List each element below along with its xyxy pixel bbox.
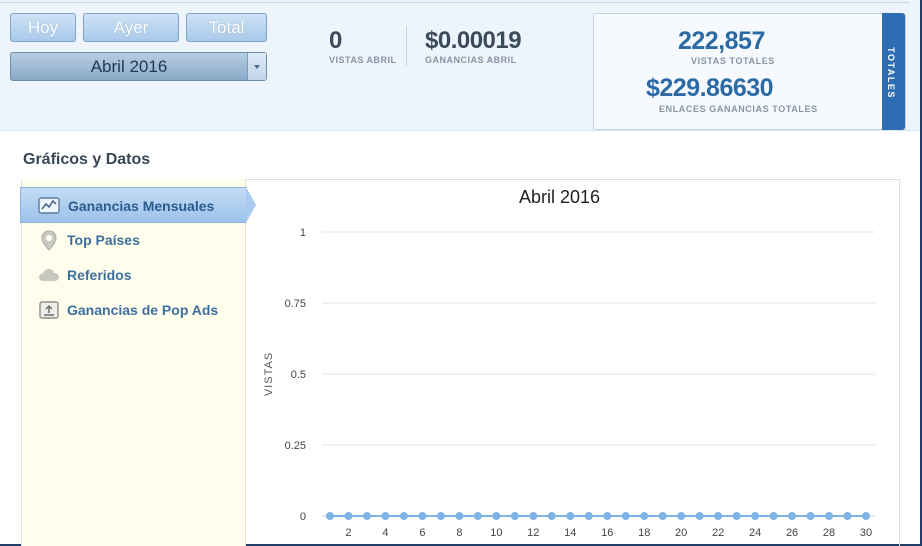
section-title: Gráficos y Datos <box>23 151 151 168</box>
sidebar-item-top-paises[interactable]: Top Países <box>21 223 246 257</box>
total-button[interactable]: Total <box>186 13 267 42</box>
ayer-button[interactable]: Ayer <box>83 13 179 42</box>
total-earnings-value: $229.86630 <box>646 74 774 102</box>
month-views-value: 0 <box>329 27 342 54</box>
header-top-line <box>0 2 910 3</box>
cloud-icon <box>38 265 60 285</box>
line-chart-icon <box>38 196 60 216</box>
sidebar-item-label: Referidos <box>67 267 132 283</box>
sidebar-item-referidos[interactable]: Referidos <box>21 258 246 292</box>
month-select-value: Abril 2016 <box>90 57 168 76</box>
stats-divider <box>406 26 407 66</box>
month-earnings-value: $0.00019 <box>425 27 522 54</box>
month-views-label: VISTAS ABRIL <box>329 55 397 65</box>
chart-title: Abril 2016 <box>519 187 601 207</box>
map-pin-icon <box>38 230 60 251</box>
total-views-value: 222,857 <box>678 27 765 55</box>
sidebar-item-label: Top Países <box>67 232 140 248</box>
hoy-button[interactable]: Hoy <box>10 13 76 42</box>
sidebar-item-ganancias-mensuales[interactable]: Ganancias Mensuales <box>20 187 256 223</box>
monitor-icon <box>38 300 60 320</box>
month-select[interactable]: Abril 2016 <box>10 52 267 81</box>
sidebar-item-pop-ads[interactable]: Ganancias de Pop Ads <box>21 293 246 327</box>
month-earnings-label: GANANCIAS ABRIL <box>425 55 517 65</box>
charts-sidebar <box>21 179 246 546</box>
chevron-down-icon[interactable] <box>247 53 266 80</box>
total-views-label: VISTAS TOTALES <box>691 56 775 66</box>
total-earnings-label: ENLACES GANANCIAS TOTALES <box>659 104 818 114</box>
sidebar-item-label: Ganancias de Pop Ads <box>67 302 219 318</box>
totals-tab[interactable]: TOTALES <box>882 13 905 130</box>
sidebar-item-label: Ganancias Mensuales <box>68 198 215 214</box>
totals-panel <box>593 13 906 130</box>
totals-tab-label: TOTALES <box>886 47 896 99</box>
